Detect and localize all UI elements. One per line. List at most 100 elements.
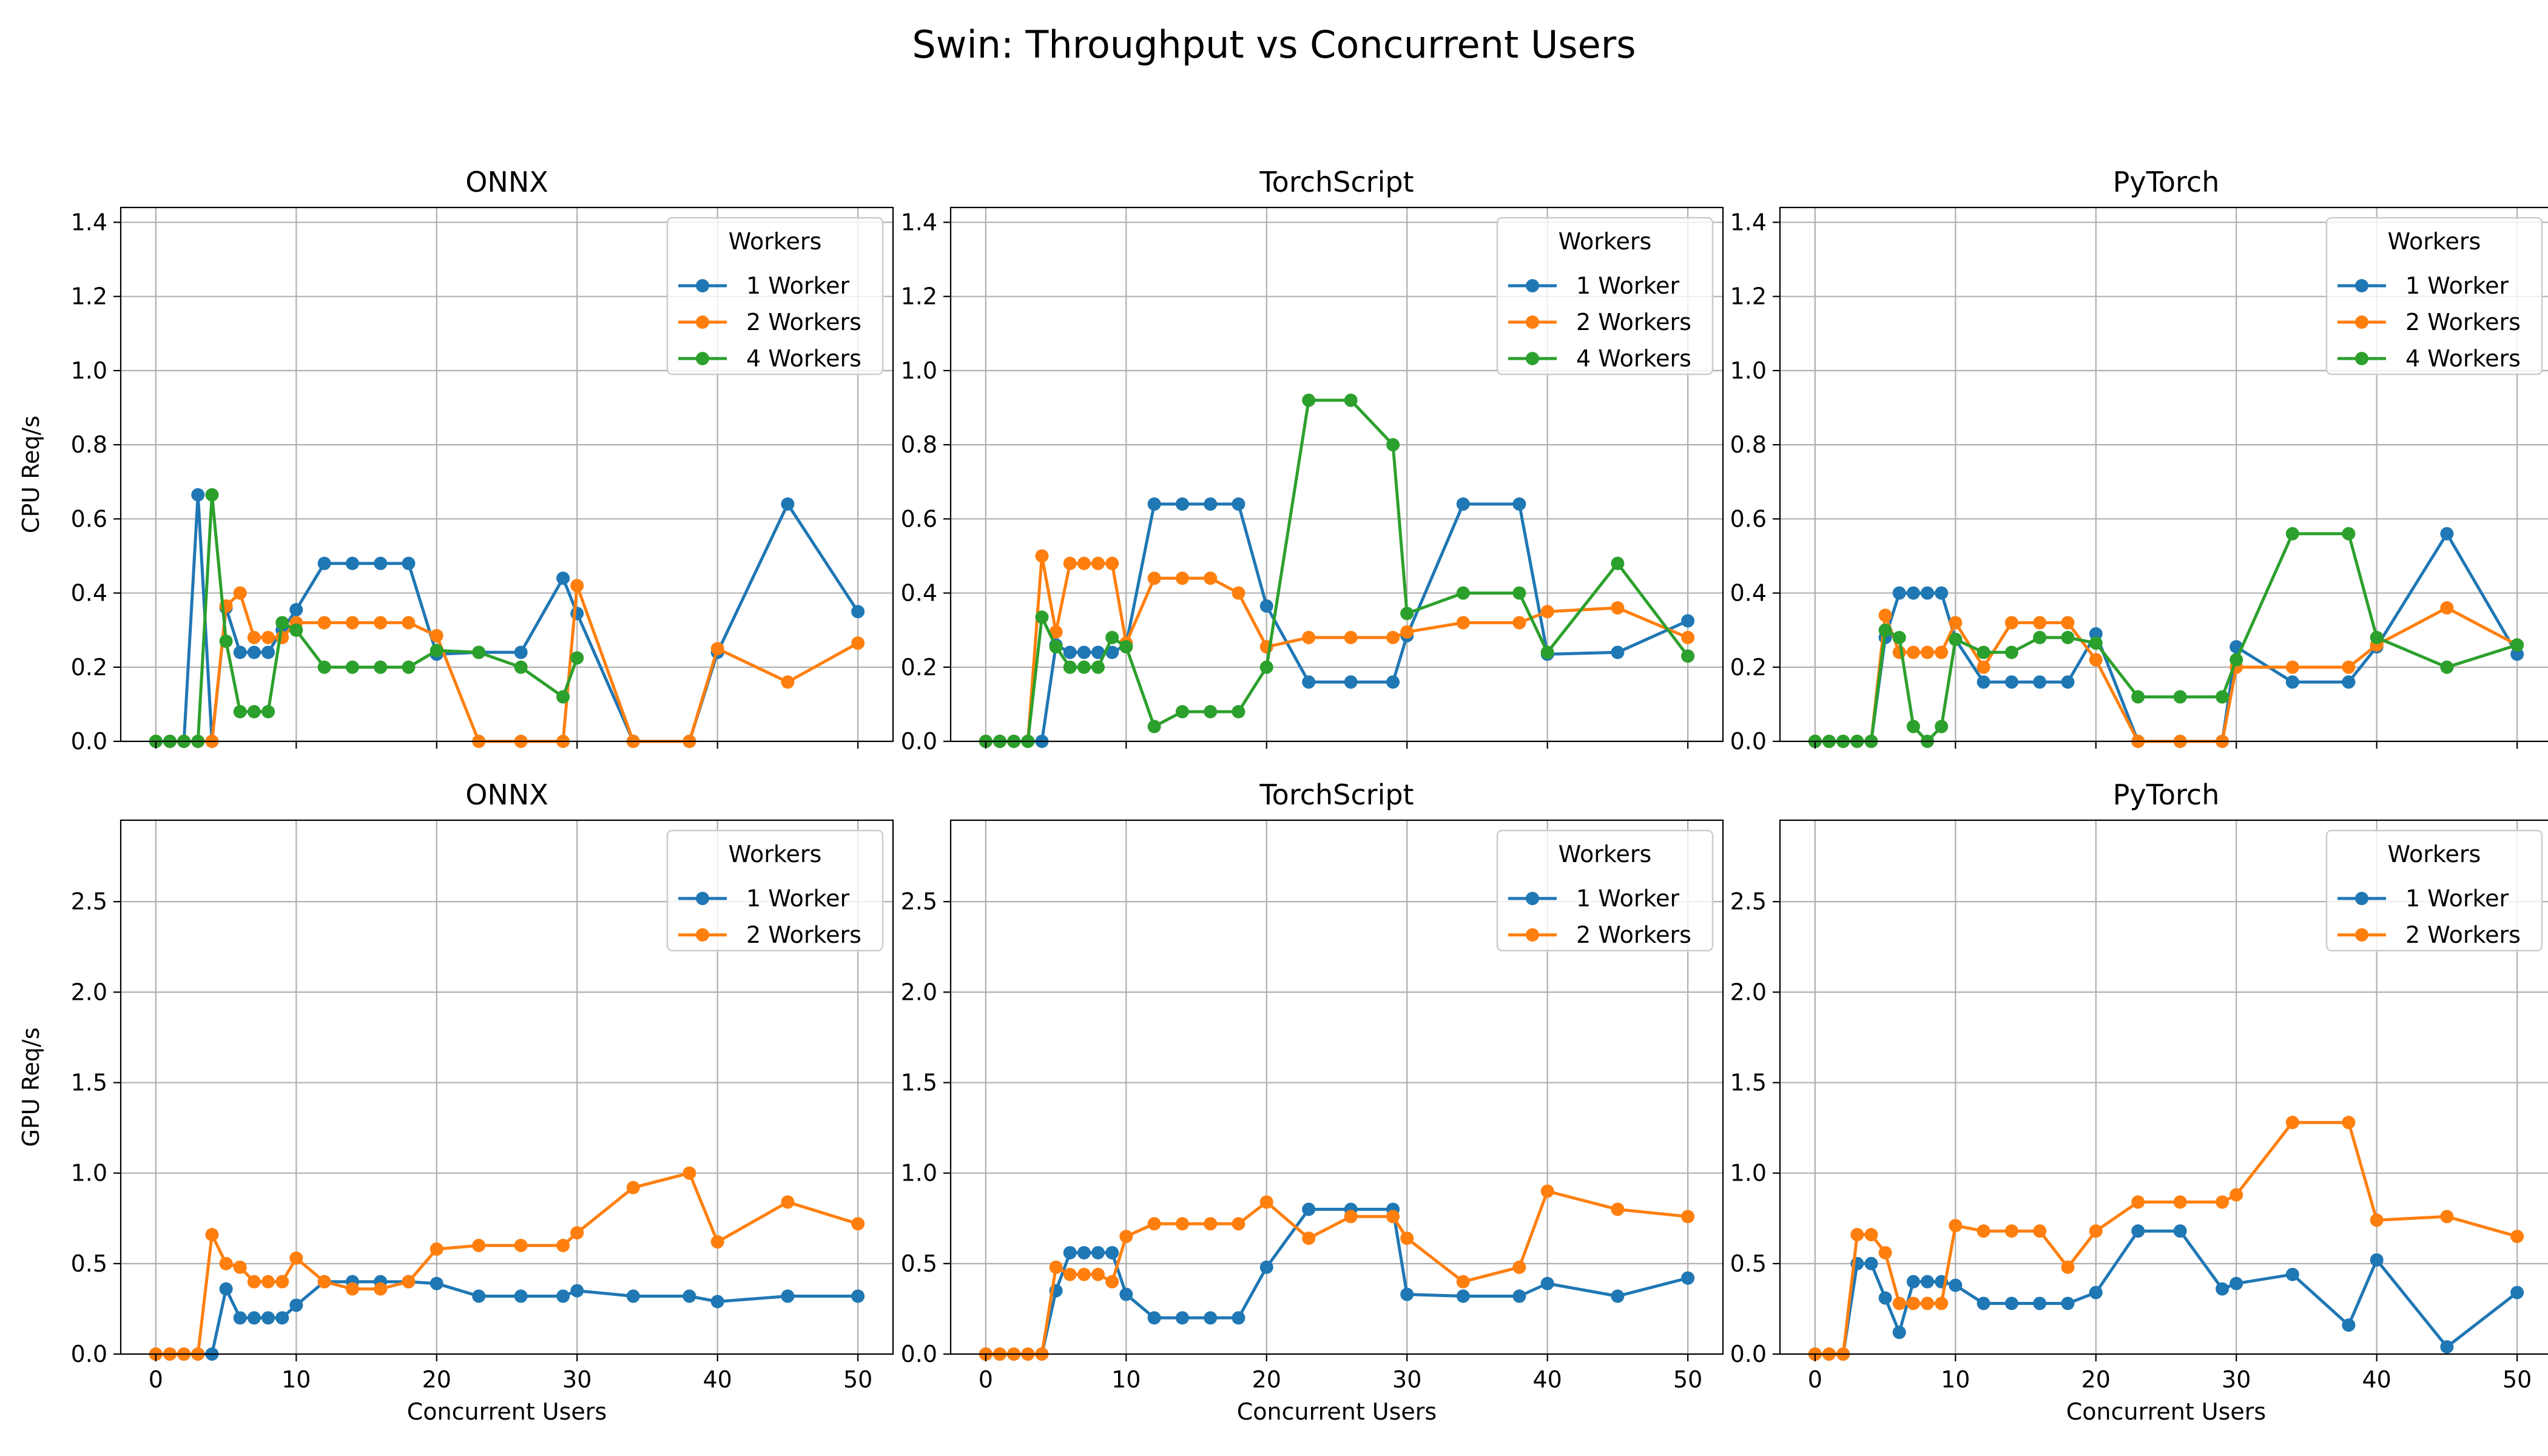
data-point xyxy=(261,645,275,659)
subplot-5: 0 10 20 30 40 50 0.0 0.5 1.0 1.5 2.0 2.5 TorchScript… xyxy=(901,778,1724,1425)
data-point xyxy=(1344,393,1358,407)
data-point xyxy=(682,1289,696,1303)
data-point xyxy=(514,645,528,659)
data-point xyxy=(781,1289,795,1303)
data-point xyxy=(1512,1289,1526,1303)
legend-title: Workers xyxy=(1559,841,1652,868)
data-point xyxy=(2285,527,2299,541)
data-point xyxy=(374,556,388,570)
legend-swatch-marker xyxy=(1526,279,1539,292)
data-point xyxy=(2131,690,2145,704)
series-2 xyxy=(1808,1116,2524,1361)
data-point xyxy=(402,556,416,570)
y-tick-label: 1.0 xyxy=(901,357,937,384)
data-point xyxy=(2004,675,2018,689)
data-point xyxy=(2285,675,2299,689)
data-point xyxy=(1400,607,1414,621)
data-point xyxy=(1204,1311,1218,1325)
data-point xyxy=(2510,1230,2524,1244)
series-line xyxy=(1815,532,2518,743)
data-point xyxy=(710,642,724,656)
y-tick-label: 0.8 xyxy=(901,431,937,458)
data-point xyxy=(1077,1245,1091,1259)
data-point xyxy=(851,1289,865,1303)
data-point xyxy=(430,644,443,658)
data-point xyxy=(1892,1296,1906,1310)
data-point xyxy=(1204,705,1218,719)
data-point xyxy=(1119,1287,1133,1301)
legend-entry-label: 1 Worker xyxy=(1576,885,1680,912)
plot-frame xyxy=(949,819,1724,1355)
data-point xyxy=(1935,645,1949,659)
data-point xyxy=(1077,556,1091,570)
data-point xyxy=(2061,1296,2075,1310)
data-point xyxy=(2004,645,2018,659)
data-point xyxy=(1864,1256,1878,1270)
legend-swatch-marker xyxy=(2355,352,2368,365)
data-point xyxy=(430,1242,443,1256)
data-point xyxy=(1512,586,1526,600)
y-tick-label: 0.4 xyxy=(901,580,937,607)
data-point xyxy=(1456,616,1470,630)
data-point xyxy=(1302,630,1316,644)
y-tick-label: 0.0 xyxy=(1730,1341,1767,1367)
data-point xyxy=(472,1289,486,1303)
data-point xyxy=(219,1256,233,1270)
series-line xyxy=(1815,606,2518,743)
data-point xyxy=(2285,1267,2299,1281)
legend-box xyxy=(666,829,884,952)
legend-entry-label: 2 Workers xyxy=(1576,309,1691,335)
y-tick-label: 1.2 xyxy=(1730,283,1767,310)
data-point xyxy=(1232,497,1245,511)
y-tick-label: 0.0 xyxy=(901,728,937,755)
subplot-3: 0.0 0.2 0.4 0.6 0.8 1.0 1.2 1.4 PyTorch Workers 1 … xyxy=(1730,166,2548,755)
x-tick-label: 30 xyxy=(562,1366,592,1393)
y-tick-label: 1.0 xyxy=(71,357,107,384)
data-point xyxy=(1456,586,1470,600)
data-point xyxy=(1921,645,1935,659)
data-point xyxy=(1892,586,1906,600)
legend-swatch-marker xyxy=(1526,352,1539,365)
x-tick-label: 0 xyxy=(149,1366,163,1393)
data-point xyxy=(1892,630,1906,644)
data-point xyxy=(2510,647,2524,661)
x-tick-label: 10 xyxy=(281,1366,311,1393)
data-point xyxy=(247,1275,261,1289)
data-point xyxy=(233,645,247,659)
data-point xyxy=(710,1295,724,1309)
data-point xyxy=(317,660,331,674)
data-point xyxy=(1147,497,1161,511)
data-point xyxy=(374,1282,388,1296)
data-point xyxy=(2230,653,2243,667)
y-tick-label: 0.6 xyxy=(71,505,107,532)
data-point xyxy=(851,636,865,650)
data-point xyxy=(781,497,795,511)
legend-swatch-marker xyxy=(696,928,709,942)
data-point xyxy=(1949,616,1963,630)
data-point xyxy=(1949,1219,1963,1233)
y-tick-label: 0.2 xyxy=(901,654,937,681)
data-point xyxy=(247,705,261,719)
data-point xyxy=(682,1166,696,1180)
data-point xyxy=(1540,605,1554,619)
data-point xyxy=(1400,625,1414,639)
data-point xyxy=(2510,1286,2524,1299)
data-point xyxy=(1063,556,1077,570)
data-point xyxy=(345,556,359,570)
data-point xyxy=(781,1195,795,1209)
data-point xyxy=(1512,616,1526,630)
data-point xyxy=(1681,1271,1695,1285)
data-point xyxy=(289,603,303,617)
data-point xyxy=(1105,645,1119,659)
legend: Workers 1 Worker 2 Workers xyxy=(2325,829,2543,952)
data-point xyxy=(1864,1228,1878,1242)
legend-title: Workers xyxy=(2388,841,2481,868)
data-point xyxy=(1681,614,1695,628)
data-point xyxy=(1259,1195,1273,1209)
data-point xyxy=(2342,675,2356,689)
data-point xyxy=(1400,1232,1414,1245)
data-point xyxy=(191,488,205,502)
data-point xyxy=(1119,640,1133,654)
series-line xyxy=(1815,1229,2518,1356)
y-tick-label: 0.8 xyxy=(1730,431,1767,458)
